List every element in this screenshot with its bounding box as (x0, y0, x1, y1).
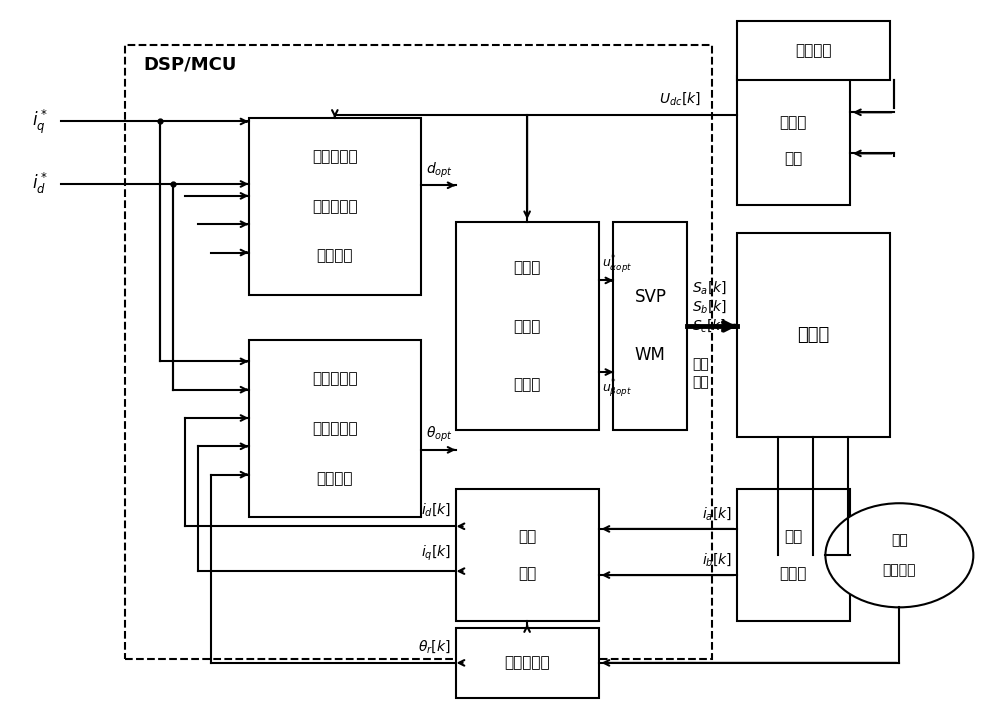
Text: 逆变器: 逆变器 (513, 261, 541, 275)
Bar (613, 222, 687, 430)
Text: $i_d^*$: $i_d^*$ (32, 171, 47, 197)
Bar (737, 21, 890, 80)
Bar (737, 76, 850, 205)
Text: 电压传: 电压传 (780, 115, 807, 130)
Text: $\theta_{opt}$: $\theta_{opt}$ (426, 425, 453, 445)
Text: SVP: SVP (634, 288, 666, 306)
Text: 电流: 电流 (784, 530, 802, 544)
Text: $u_{\beta opt}^{*}$: $u_{\beta opt}^{*}$ (602, 377, 632, 400)
Text: 传感器: 传感器 (780, 566, 807, 581)
Text: $i_q^*$: $i_q^*$ (32, 108, 47, 136)
Circle shape (825, 503, 973, 607)
Text: 位置传感器: 位置传感器 (504, 656, 550, 670)
Bar (249, 118, 421, 295)
Text: $d_{opt}$: $d_{opt}$ (426, 161, 453, 180)
Text: 同步电机: 同步电机 (883, 564, 916, 578)
Text: 量最优幅值: 量最优幅值 (312, 199, 358, 214)
Text: 永磁: 永磁 (891, 533, 908, 547)
Text: 感器: 感器 (784, 151, 802, 166)
Text: $\theta_r[k]$: $\theta_r[k]$ (418, 638, 451, 655)
Text: 参考电压矢: 参考电压矢 (312, 372, 358, 387)
Bar (249, 340, 421, 517)
Text: 的解析解: 的解析解 (317, 249, 353, 263)
Text: 考电压: 考电压 (513, 377, 541, 392)
Bar (456, 489, 599, 621)
Text: 变换: 变换 (518, 566, 536, 581)
Text: 的解析解: 的解析解 (317, 471, 353, 486)
Bar (456, 222, 599, 430)
Text: DSP/MCU: DSP/MCU (143, 55, 236, 74)
Text: $i_a[k]$: $i_a[k]$ (702, 506, 732, 522)
Text: 最优参: 最优参 (513, 319, 541, 333)
Text: $S_a[k]$: $S_a[k]$ (692, 280, 727, 297)
Text: $u_{\alpha opt}^{*}$: $u_{\alpha opt}^{*}$ (602, 253, 632, 275)
Bar (737, 232, 890, 438)
Text: 逆变器: 逆变器 (797, 326, 829, 344)
Text: 驱动
信号: 驱动 信号 (692, 358, 709, 389)
Bar (125, 45, 712, 659)
Text: $i_b[k]$: $i_b[k]$ (702, 552, 732, 568)
Text: 直流电源: 直流电源 (795, 42, 831, 58)
Text: WM: WM (635, 346, 666, 365)
Text: $S_b[k]$: $S_b[k]$ (692, 298, 727, 315)
Text: $i_q[k]$: $i_q[k]$ (421, 544, 451, 563)
Text: $U_{dc}[k]$: $U_{dc}[k]$ (659, 90, 701, 106)
Text: $i_d[k]$: $i_d[k]$ (421, 501, 451, 518)
Bar (456, 628, 599, 697)
Bar (737, 489, 850, 621)
Text: 参考电压矢: 参考电压矢 (312, 149, 358, 164)
Text: $S_c[k]$: $S_c[k]$ (692, 317, 727, 334)
Text: 坐标: 坐标 (518, 530, 536, 544)
Text: 量最优相位: 量最优相位 (312, 421, 358, 436)
